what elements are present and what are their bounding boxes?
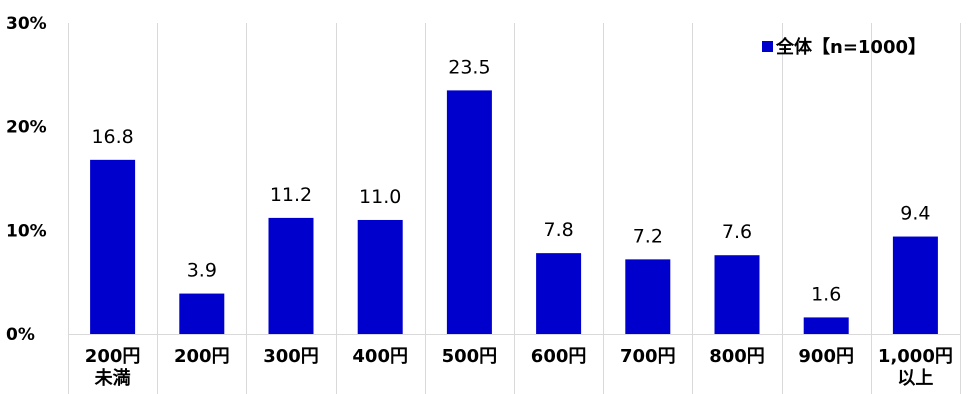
bar	[268, 217, 314, 334]
bar	[803, 317, 849, 334]
bar	[357, 219, 403, 334]
y-tick-label: 20%	[6, 118, 47, 138]
data-label: 11.2	[270, 184, 312, 206]
y-tick-label: 30%	[6, 14, 47, 34]
x-tick-label: 700円	[620, 346, 676, 367]
data-label: 23.5	[448, 56, 490, 78]
bar	[90, 159, 136, 334]
y-tick-label: 0%	[6, 325, 35, 345]
data-label: 3.9	[187, 260, 217, 282]
category-separators	[68, 23, 961, 394]
x-tick-label: 900円	[798, 346, 854, 367]
x-tick-label: 1,000円以上	[878, 346, 953, 389]
y-axis: 0% 10% 20% 30%	[6, 14, 47, 345]
x-tick-label: 300円	[263, 346, 319, 367]
legend-swatch	[762, 41, 773, 52]
bar	[536, 253, 582, 334]
bar	[714, 255, 760, 334]
x-axis: 200円未満 200円 300円 400円 500円 600円 700円 800円 900円 1,…	[68, 334, 960, 389]
data-label: 7.2	[633, 225, 663, 247]
bar	[625, 259, 671, 334]
y-tick-label: 10%	[6, 221, 47, 241]
x-tick-label: 500円	[442, 346, 498, 367]
data-labels: 16.8 3.9 11.2 11.0 23.5 7.8 7.2 7.6 1.6 9.4	[91, 56, 930, 305]
data-label: 16.8	[91, 126, 133, 148]
x-tick-label: 800円	[709, 346, 765, 367]
x-tick-label: 600円	[531, 346, 587, 367]
bar	[446, 90, 492, 334]
x-tick-label: 200円	[174, 346, 230, 367]
data-label: 9.4	[900, 203, 930, 225]
data-label: 1.6	[811, 283, 841, 305]
data-label: 7.8	[543, 219, 573, 241]
legend: 全体【n=1000】	[762, 36, 926, 58]
x-tick-label: 400円	[352, 346, 408, 367]
data-label: 11.0	[359, 186, 401, 208]
data-label: 7.6	[722, 221, 752, 243]
bar	[892, 236, 938, 334]
bar-series	[90, 90, 938, 334]
bar	[179, 293, 225, 334]
legend-label: 全体【n=1000】	[775, 36, 926, 58]
x-tick-label: 200円未満	[85, 346, 141, 389]
